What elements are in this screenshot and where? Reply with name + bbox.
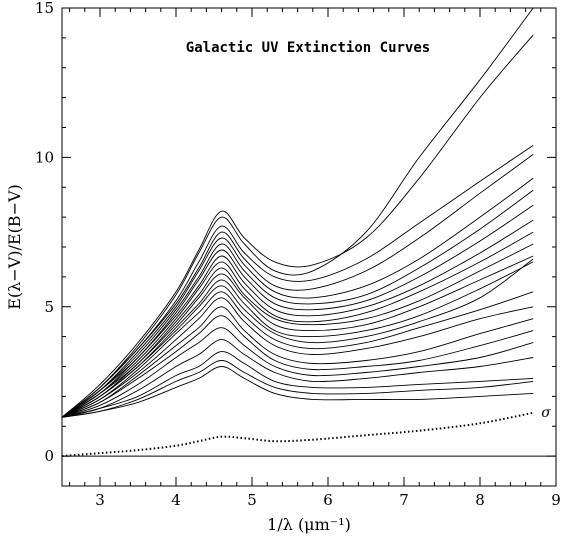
y-axis-label: E(λ−V)/E(B−V) (5, 184, 24, 310)
sigma-curve-group (61, 411, 534, 458)
extinction-curve-13 (62, 258, 534, 418)
extinction-curve-11 (62, 255, 534, 418)
extinction-curve-17 (62, 315, 534, 418)
y-tick-label: 5 (44, 298, 54, 316)
extinction-curve-15 (62, 297, 534, 418)
sigma-curve (61, 411, 534, 458)
extinction-curve-6 (62, 189, 534, 418)
extinction-curve-19 (62, 339, 534, 418)
x-tick-label: 8 (475, 491, 485, 509)
extinction-curve-20 (62, 351, 534, 418)
x-tick-label: 3 (95, 491, 105, 509)
extinction-curve-7 (62, 204, 534, 418)
chart-title: Galactic UV Extinction Curves (186, 40, 430, 56)
y-tick-label: 15 (35, 0, 54, 17)
x-tick-label: 7 (399, 491, 409, 509)
extinction-curve-1 (62, 34, 534, 418)
axis-ticks (62, 7, 557, 487)
extinction-curve-16 (62, 306, 534, 418)
extinction-curve-2 (62, 8, 534, 418)
extinction-curve-9 (62, 231, 534, 418)
x-tick-label: 4 (171, 491, 181, 509)
extinction-curve-14 (62, 291, 534, 418)
axis-tick-labels: 3 4 5 6 7 8 9 0 5 10 15 (35, 0, 561, 509)
sigma-label: σ (541, 405, 551, 421)
plot-frame (61, 7, 557, 487)
x-tick-label: 9 (551, 491, 561, 509)
extinction-curve-10 (62, 243, 534, 418)
extinction-curve-12 (62, 261, 534, 418)
x-tick-label: 6 (323, 491, 333, 509)
y-tick-label: 10 (35, 148, 54, 166)
extinction-curve-8 (62, 219, 534, 418)
extinction-curve-21 (62, 360, 534, 418)
x-tick-label: 5 (247, 491, 257, 509)
extinction-curve-4 (62, 154, 534, 418)
curves-group (62, 8, 534, 418)
x-axis-label: 1/λ (μm⁻¹) (267, 515, 351, 534)
extinction-curve-18 (62, 327, 534, 418)
y-tick-label: 0 (44, 447, 54, 465)
extinction-curve-22 (62, 366, 534, 418)
extinction-curve-5 (62, 177, 534, 418)
